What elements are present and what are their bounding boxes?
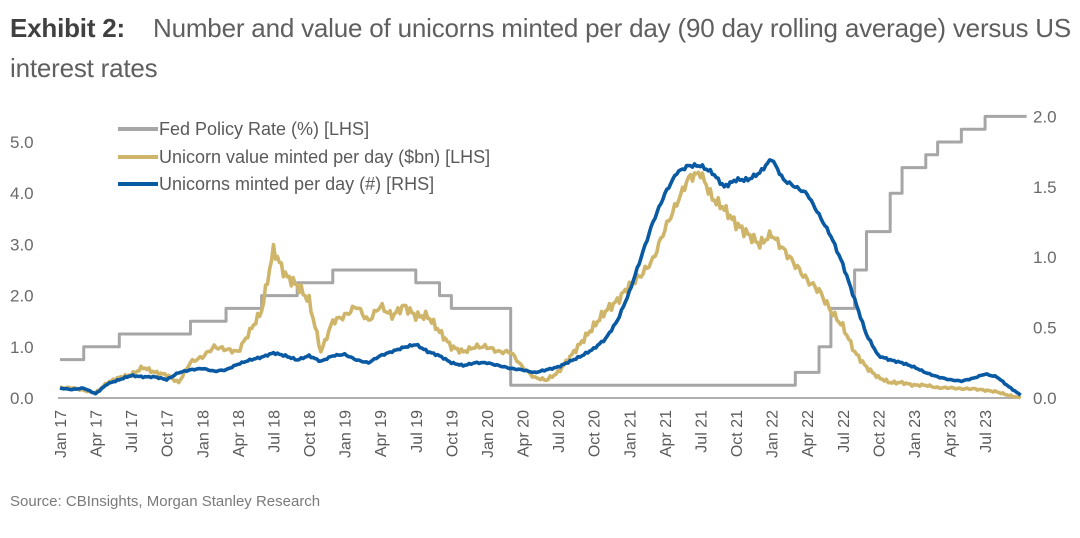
x-tick-label: Apr 18 xyxy=(231,410,248,457)
legend-label-count: Unicorns minted per day (#) [RHS] xyxy=(159,174,434,194)
legend-label-fed: Fed Policy Rate (%) [LHS] xyxy=(159,119,369,139)
x-tick-label: Jan 17 xyxy=(53,410,70,458)
x-tick-label: Jul 22 xyxy=(836,410,853,453)
x-tick-label: Jan 18 xyxy=(195,410,212,458)
x-tick-label: Oct 17 xyxy=(160,410,177,457)
y-right-tick-label: 2.0 xyxy=(1033,107,1057,126)
x-tick-label: Jul 23 xyxy=(978,410,995,453)
legend: Fed Policy Rate (%) [LHS] Unicorn value … xyxy=(118,119,490,194)
y-right-tick-label: 0.5 xyxy=(1033,319,1057,338)
x-tick-label: Apr 21 xyxy=(658,410,675,457)
x-tick-label: Oct 22 xyxy=(871,410,888,457)
x-tick-label: Jan 19 xyxy=(338,410,355,458)
series-unicorn-count xyxy=(59,158,1022,397)
y-right-tick-label: 0.0 xyxy=(1033,389,1057,408)
x-tick-label: Oct 19 xyxy=(444,410,461,457)
y-left-tick-label: 3.0 xyxy=(10,235,34,254)
y-left-tick-label: 1.0 xyxy=(10,338,34,357)
x-tick-label: Oct 18 xyxy=(302,410,319,457)
y-left-tick-label: 2.0 xyxy=(10,287,34,306)
series-unicorn-value xyxy=(59,170,1022,400)
x-tick-label: Apr 19 xyxy=(373,410,390,457)
legend-label-value: Unicorn value minted per day ($bn) [LHS] xyxy=(159,147,490,167)
x-tick-label: Jan 23 xyxy=(907,410,924,458)
x-tick-label: Apr 22 xyxy=(800,410,817,457)
y-left-tick-label: 5.0 xyxy=(10,133,34,152)
x-tick-label: Apr 23 xyxy=(943,410,960,457)
x-tick-label: Jul 20 xyxy=(551,410,568,453)
x-tick-label: Apr 20 xyxy=(516,410,533,457)
y-left-tick-label: 4.0 xyxy=(10,184,34,203)
chart-title: Exhibit 2: Number and value of unicorns m… xyxy=(10,8,1080,88)
x-tick-label: Oct 20 xyxy=(587,410,604,457)
x-tick-label: Jan 21 xyxy=(622,410,639,458)
x-tick-label: Apr 17 xyxy=(89,410,106,457)
x-tick-label: Jul 18 xyxy=(266,410,283,453)
y-left-tick-label: 0.0 xyxy=(10,389,34,408)
series-fed-policy-rate xyxy=(60,114,1027,387)
x-tick-label: Jul 17 xyxy=(124,410,141,453)
exhibit-label: Exhibit 2: xyxy=(10,13,126,43)
y-right-tick-label: 1.0 xyxy=(1033,248,1057,267)
x-tick-label: Oct 21 xyxy=(729,410,746,457)
source-note: Source: CBInsights, Morgan Stanley Resea… xyxy=(10,493,321,510)
x-tick-label: Jul 19 xyxy=(409,410,426,453)
y-right-tick-label: 1.5 xyxy=(1033,178,1057,197)
x-tick-label: Jan 20 xyxy=(480,410,497,458)
title-text: Number and value of unicorns minted per … xyxy=(10,13,1072,83)
x-tick-label: Jan 22 xyxy=(765,410,782,458)
x-tick-label: Jul 21 xyxy=(693,410,710,453)
